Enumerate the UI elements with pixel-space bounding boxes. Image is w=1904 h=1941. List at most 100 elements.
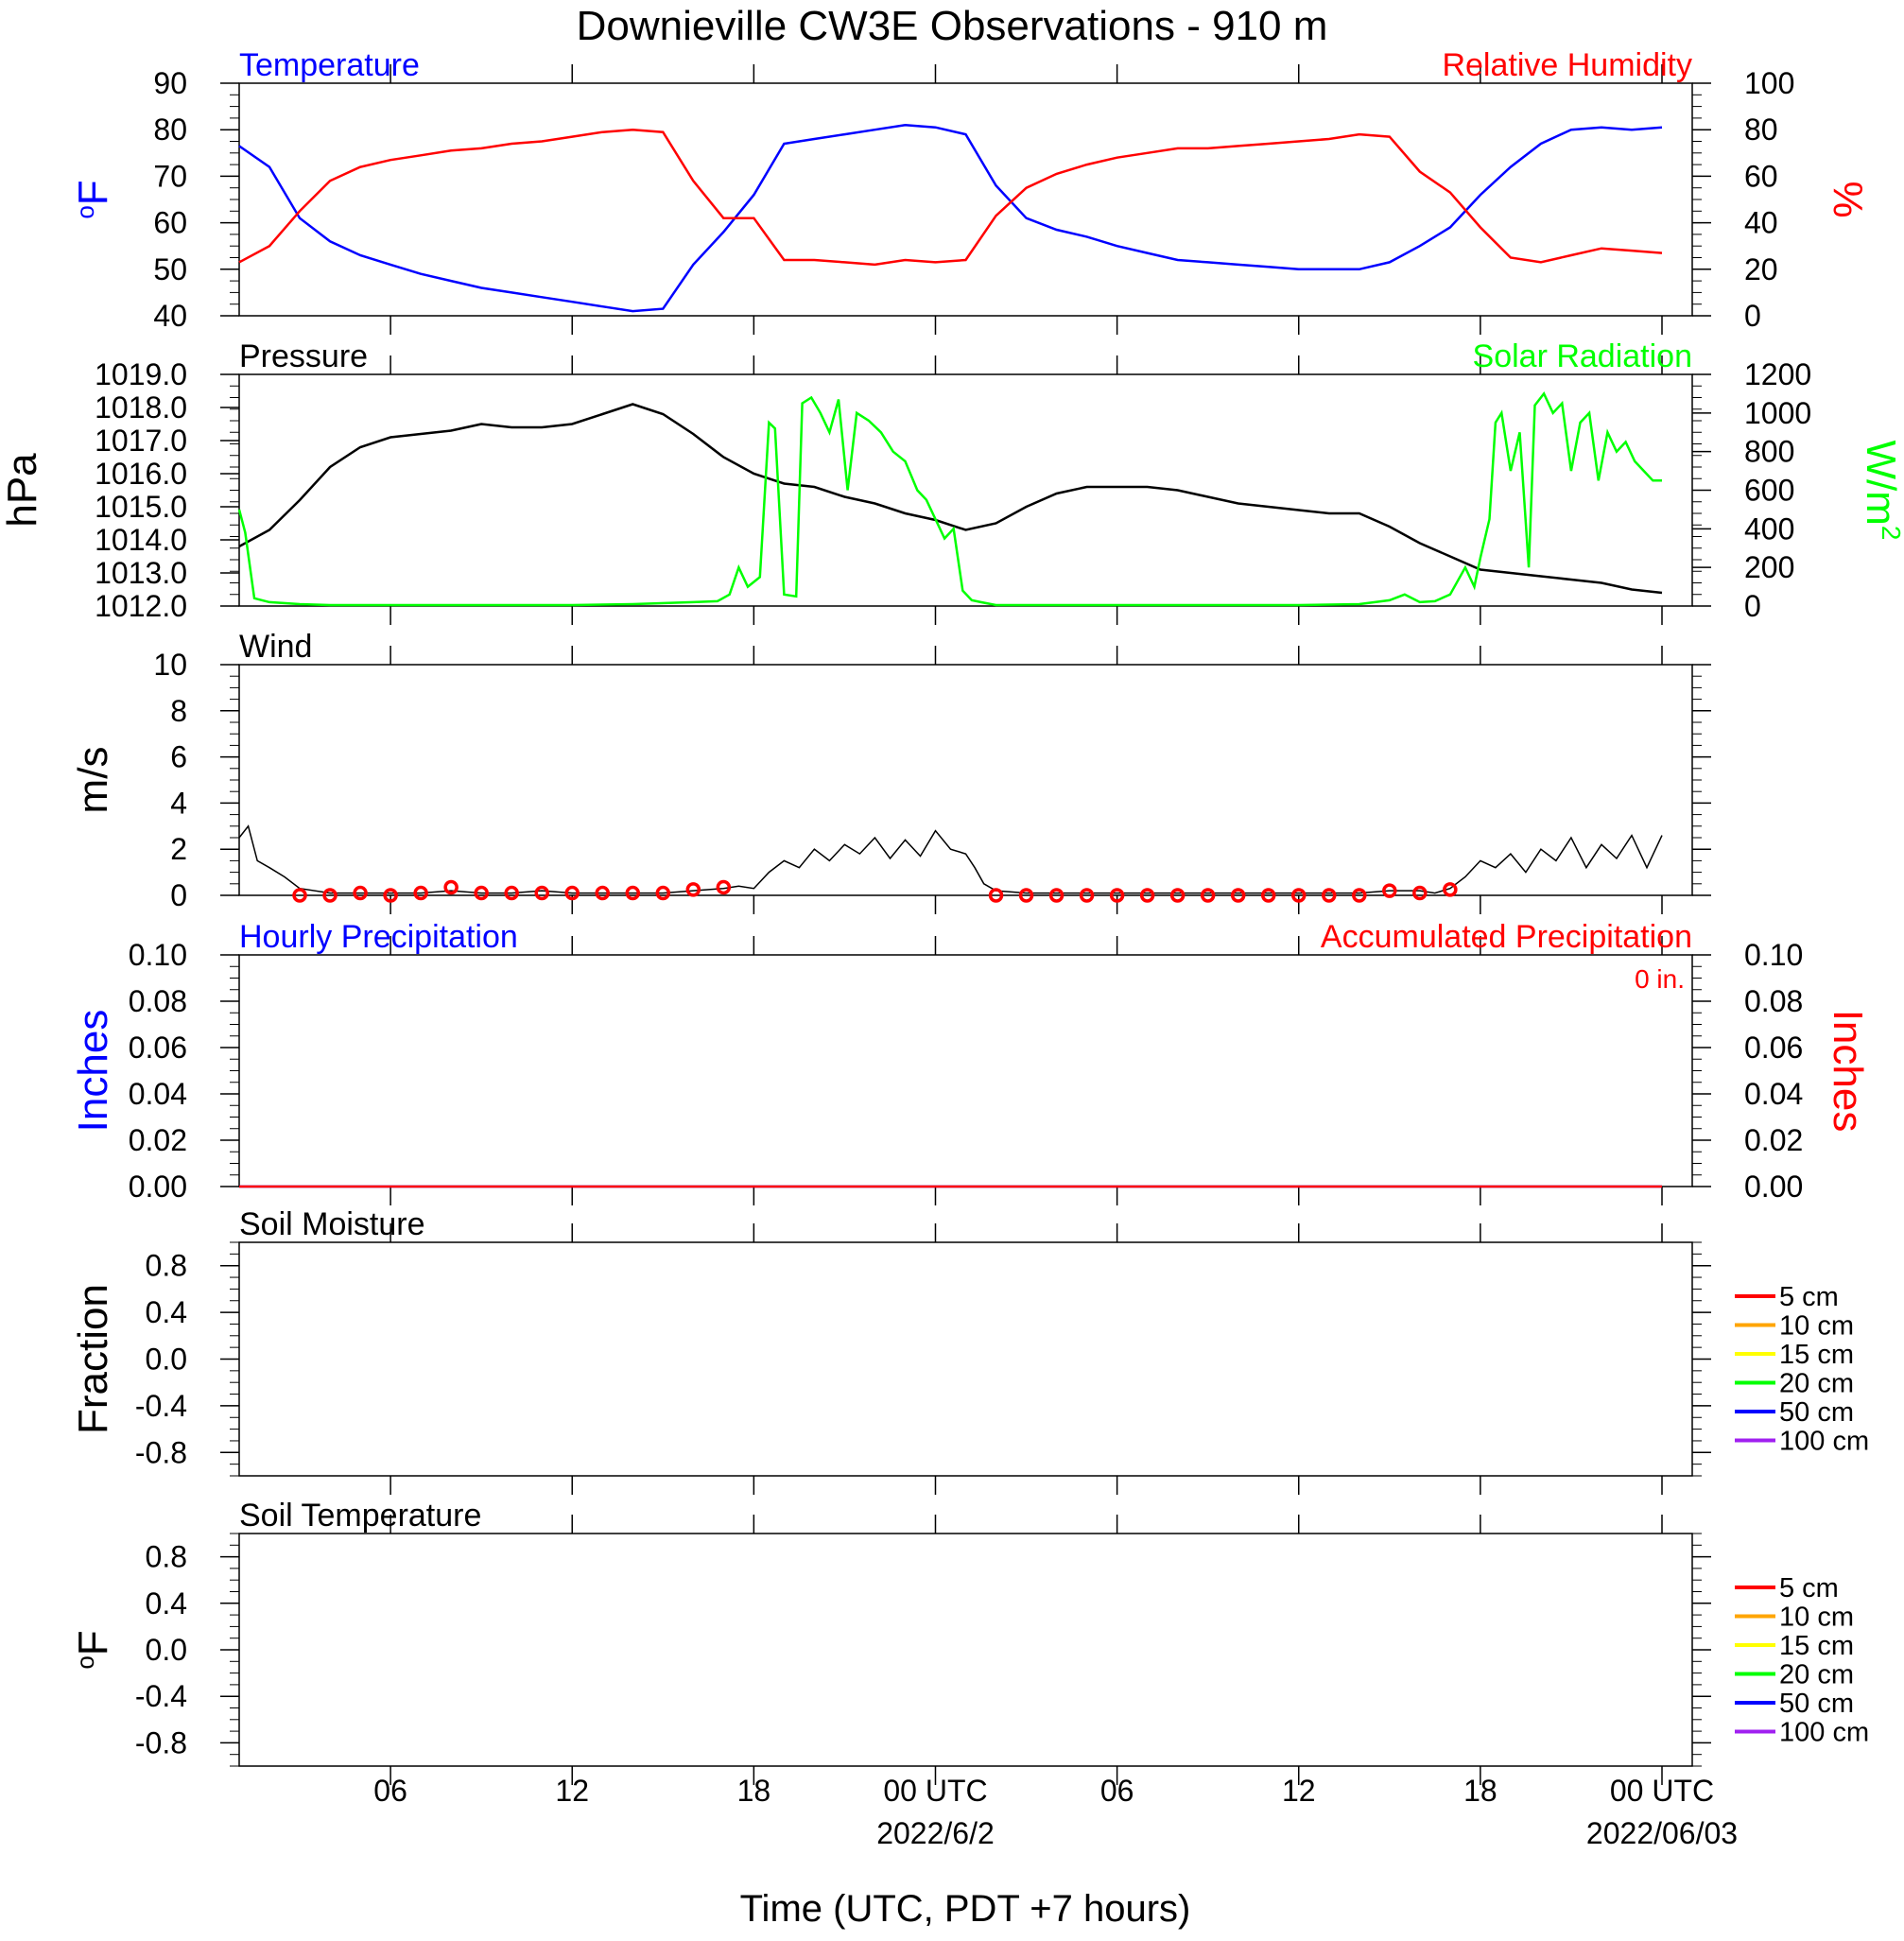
y-tick-label-left: -0.8	[135, 1725, 187, 1759]
y-tick-label-left: 2	[170, 832, 187, 866]
y-axis-label-left: m/s	[70, 747, 116, 814]
y-tick-label-left: 0.08	[129, 984, 187, 1018]
wind-barb-calm	[1382, 883, 1397, 898]
y-tick-label-right: 0.00	[1744, 1170, 1803, 1204]
y-tick-label-left: -0.4	[135, 1679, 187, 1713]
panel-title-left: Wind	[239, 629, 312, 665]
legend-label: 20 cm	[1779, 1660, 1854, 1690]
y-tick-label-left: 50	[153, 252, 187, 286]
y-tick-label-right: 400	[1744, 511, 1794, 546]
wind-barb-calm	[1443, 882, 1458, 897]
plot-frame	[238, 664, 1693, 896]
legend-label: 10 cm	[1779, 1603, 1854, 1633]
y-tick-label-left: 1014.0	[95, 523, 187, 557]
plot-frame	[238, 82, 1693, 317]
y-tick-label-left: 6	[170, 740, 187, 774]
y-tick-label-right: 0.04	[1744, 1077, 1803, 1111]
accumulated-total-label: 0 in.	[1635, 964, 1685, 994]
wind-barb-calm	[1048, 888, 1065, 903]
panel-precipitation: 0.00 0.02 0.04 0.06 0.08 0.10 0.00 0.02 0.04 0.06…	[70, 919, 1871, 1205]
wind-barb-calm	[1352, 888, 1367, 903]
y-tick-label-right: 1200	[1744, 357, 1811, 391]
x-tick-label: 12	[1282, 1774, 1316, 1808]
wind-barb-calm	[1412, 885, 1428, 901]
y-tick-label-left: 1017.0	[95, 424, 187, 458]
y-axis-label-left: Fraction	[70, 1284, 116, 1434]
y-tick-label-left: 0.4	[146, 1295, 187, 1329]
y-tick-label-left: 0.10	[129, 938, 187, 972]
plot-frame	[238, 1533, 1693, 1767]
y-axis-label-right: Inches	[1825, 1010, 1871, 1133]
y-tick-label-right: 80	[1744, 113, 1778, 147]
y-tick-label-left: 0.8	[146, 1540, 187, 1574]
wind-barb-calm	[564, 885, 580, 901]
panel-temperature-humidity: 40 50 60 70 80 90 0 20 40 60 80 100 Temperature Relat…	[70, 47, 1871, 335]
wind-barb-calm	[595, 885, 611, 901]
x-tick-label: 00 UTC	[1610, 1774, 1714, 1808]
y-tick-label-left: 8	[170, 694, 187, 728]
y-tick-label-left: -0.8	[135, 1435, 187, 1469]
plot-frame	[238, 1241, 1693, 1477]
y-tick-label-left: 40	[153, 299, 187, 333]
panel-title-right: Accumulated Precipitation	[1321, 919, 1692, 955]
wind-barb-calm	[625, 885, 641, 901]
wind-barb-calm	[685, 882, 701, 897]
y-tick-label-left: 4	[170, 786, 187, 820]
x-tick-label: 18	[1463, 1774, 1497, 1808]
wind-barb-calm	[383, 888, 398, 903]
y-axis-label-left: hPa	[0, 453, 45, 528]
panel-soil-moisture: -0.8 -0.4 0.0 0.4 0.8 Soil Moisture Fraction 5 …	[70, 1206, 1869, 1495]
wind-barb-calm	[1260, 888, 1276, 903]
y-tick-label-right: 1000	[1744, 396, 1811, 430]
wind-barb-calm	[1018, 888, 1034, 903]
series-temperature	[238, 124, 1663, 313]
y-axis-label-left: Inches	[70, 1010, 116, 1133]
wind-barb-calm	[1290, 888, 1307, 903]
plot-frame	[238, 954, 1693, 1187]
y-tick-label-left: 80	[153, 113, 187, 147]
y-tick-label-right: 0	[1744, 299, 1761, 333]
wind-barb-calm	[474, 885, 489, 901]
y-tick-label-right: 60	[1744, 159, 1778, 193]
y-tick-label-right: 0.06	[1744, 1031, 1803, 1065]
figure-title: Downieville CW3E Observations - 910 m	[577, 3, 1328, 49]
legend-label: 50 cm	[1779, 1689, 1854, 1719]
legend-label: 5 cm	[1779, 1282, 1839, 1312]
x-tick-label: 18	[737, 1774, 771, 1808]
x-axis-label: Time (UTC, PDT +7 hours)	[740, 1888, 1191, 1930]
y-tick-label-right: 800	[1744, 435, 1794, 469]
series-wind	[238, 824, 1663, 894]
x-date-label: 2022/6/2	[876, 1816, 995, 1850]
y-tick-label-left: 0.02	[129, 1123, 187, 1157]
panel-title-left: Pressure	[239, 338, 368, 374]
wind-barb-calm	[1169, 888, 1186, 903]
legend-label: 50 cm	[1779, 1397, 1854, 1428]
y-tick-label-left: 60	[153, 206, 187, 240]
y-tick-label-right: 0.10	[1744, 938, 1803, 972]
series-pressure	[238, 403, 1663, 595]
plot-frame	[238, 373, 1693, 607]
wind-barb-calm	[1230, 888, 1246, 903]
series-relative-humidity	[238, 128, 1663, 267]
y-tick-label-left: 0.06	[129, 1031, 187, 1065]
y-tick-label-right: 20	[1744, 252, 1778, 286]
wind-barb-calm	[504, 885, 519, 901]
x-tick-label: 00 UTC	[883, 1774, 987, 1808]
wind-barb-calm	[1079, 888, 1095, 903]
x-tick-label: 12	[555, 1774, 589, 1808]
y-tick-label-right: 0	[1744, 589, 1761, 623]
panel-title-right: Solar Radiation	[1473, 338, 1692, 374]
y-tick-label-left: 90	[153, 66, 187, 100]
legend-label: 15 cm	[1779, 1340, 1854, 1370]
wind-barb-calm	[716, 879, 732, 895]
legend-label: 100 cm	[1779, 1427, 1869, 1457]
x-tick-label: 06	[373, 1774, 407, 1808]
wind-barb-calm	[322, 888, 338, 903]
y-tick-label-right: 600	[1744, 474, 1794, 508]
panel-wind: 0 2 4 6 8 10 Wind m/s	[70, 629, 1711, 914]
wind-barb-calm	[1200, 888, 1216, 903]
wind-barb-calm	[534, 885, 549, 901]
legend-label: 100 cm	[1779, 1718, 1869, 1748]
y-axis-label-left: oF	[70, 1630, 116, 1669]
